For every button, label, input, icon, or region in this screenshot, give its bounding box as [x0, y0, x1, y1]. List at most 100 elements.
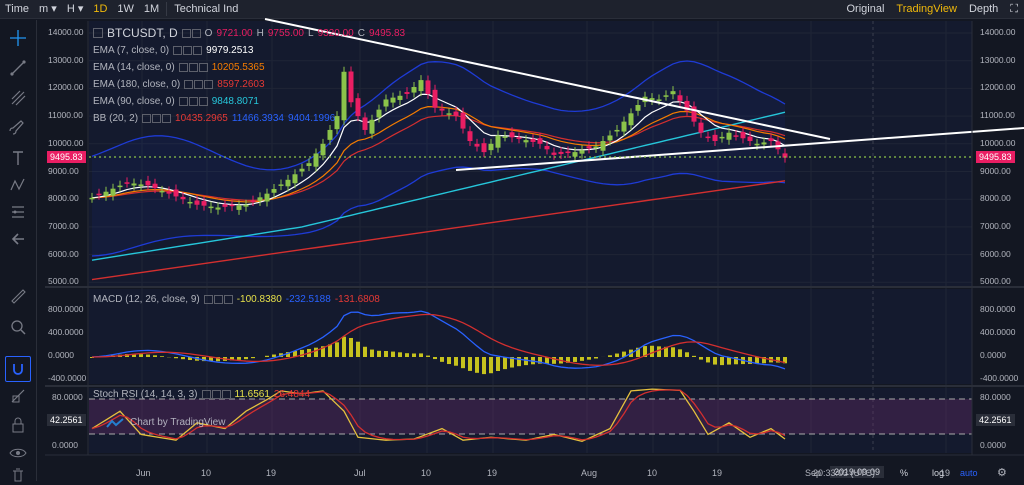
log-toggle[interactable]: log	[932, 468, 944, 478]
macd-histogram-bar	[608, 355, 612, 357]
stoch-tick-left: 80.0000	[52, 392, 83, 402]
candle-body	[482, 143, 487, 152]
candle-body	[573, 152, 578, 157]
price-tick-right: 11000.00	[980, 110, 1015, 120]
macd-histogram-bar	[496, 357, 500, 371]
close-icon[interactable]	[224, 295, 233, 304]
macd-label: MACD (12, 26, close, 9)	[93, 294, 200, 305]
macd-histogram-bar	[139, 354, 143, 357]
price-tick-right: 5000.00	[980, 276, 1011, 286]
close-icon[interactable]	[222, 390, 231, 399]
price-tick-left: 5000.00	[48, 276, 79, 286]
settings-icon[interactable]	[189, 97, 198, 106]
ema90-value: 9848.8071	[212, 96, 259, 107]
low-key: L	[308, 28, 314, 39]
macd-histogram-bar	[153, 355, 157, 357]
macd-histogram-bar	[377, 351, 381, 357]
settings-icon[interactable]	[182, 29, 191, 38]
candle-body	[118, 186, 123, 188]
close-icon[interactable]	[199, 97, 208, 106]
candle-body	[244, 205, 249, 207]
macd-hist-value: -100.8380	[237, 294, 282, 305]
candle-body	[251, 201, 256, 203]
macd-histogram-bar	[412, 353, 416, 357]
macd-histogram-bar	[237, 357, 241, 360]
symbol-name: BTCUSDT, D	[107, 26, 178, 40]
time-tick: 10	[421, 468, 431, 478]
candle-body	[258, 197, 263, 201]
close-icon[interactable]	[204, 80, 213, 89]
candle-body	[167, 192, 172, 194]
candle-body	[608, 135, 613, 140]
auto-toggle[interactable]: auto	[960, 468, 978, 478]
macd-histogram-bar	[720, 357, 724, 365]
close-icon[interactable]	[199, 63, 208, 72]
candle-body	[132, 184, 137, 186]
eye-icon[interactable]	[179, 63, 188, 72]
candle-body	[160, 191, 165, 193]
time-tick: Aug	[581, 468, 597, 478]
eye-icon[interactable]	[184, 80, 193, 89]
settings-icon[interactable]	[183, 46, 192, 55]
macd-histogram-bar	[398, 352, 402, 357]
settings-icon[interactable]	[189, 63, 198, 72]
candle-body	[538, 138, 543, 144]
candle-body	[713, 135, 718, 141]
candle-body	[237, 205, 242, 209]
candle-body	[230, 205, 235, 207]
watermark[interactable]: Chart by TradingView	[106, 417, 225, 428]
time-tick: 10	[201, 468, 211, 478]
eye-icon[interactable]	[204, 295, 213, 304]
candle-body	[391, 98, 396, 103]
settings-icon[interactable]	[194, 80, 203, 89]
macd-histogram-bar	[468, 357, 472, 371]
candle-body	[545, 146, 550, 149]
hide-icon[interactable]	[192, 29, 201, 38]
macd-line-value: -232.5188	[286, 294, 331, 305]
candle-body	[146, 181, 151, 185]
macd-tick-right: 800.0000	[980, 304, 1015, 314]
candle-body	[727, 133, 732, 140]
macd-histogram-bar	[580, 357, 584, 361]
candle-body	[510, 132, 515, 137]
settings-icon[interactable]	[152, 114, 161, 123]
settings-icon[interactable]	[214, 295, 223, 304]
eye-icon[interactable]	[142, 114, 151, 123]
ema180-label: EMA (180, close, 0)	[93, 79, 180, 90]
bb-lower-value: 9404.1996	[288, 113, 335, 124]
macd-histogram-bar	[160, 356, 164, 357]
time-tick: Jun	[136, 468, 151, 478]
candle-body	[496, 135, 501, 147]
collapse-icon[interactable]	[93, 28, 103, 38]
percent-toggle[interactable]: %	[900, 468, 908, 478]
macd-histogram-bar	[594, 357, 598, 359]
candle-body	[587, 146, 592, 148]
candle-body	[356, 98, 361, 116]
gear-icon[interactable]: ⚙	[997, 466, 1007, 479]
settings-icon[interactable]	[212, 390, 221, 399]
macd-histogram-bar	[391, 352, 395, 357]
candle-body	[447, 113, 452, 115]
candle-body	[139, 184, 144, 186]
eye-icon[interactable]	[179, 97, 188, 106]
ema14-legend[interactable]: EMA (14, close, 0)10205.5365	[93, 62, 265, 73]
close-icon[interactable]	[162, 114, 171, 123]
close-icon[interactable]	[193, 46, 202, 55]
candle-body	[440, 109, 445, 111]
high-value: 9755.00	[268, 28, 304, 39]
price-tick-right: 8000.00	[980, 193, 1011, 203]
ema90-legend[interactable]: EMA (90, close, 0)9848.8071	[93, 96, 259, 107]
macd-legend[interactable]: MACD (12, 26, close, 9) -100.8380 -232.518…	[93, 294, 380, 305]
ema7-legend[interactable]: EMA (7, close, 0)9979.2513	[93, 45, 253, 56]
candle-body	[566, 151, 571, 153]
candle-body	[153, 184, 158, 188]
candle-body	[552, 153, 557, 155]
eye-icon[interactable]	[173, 46, 182, 55]
price-tick-left: 6000.00	[48, 249, 79, 259]
macd-histogram-bar	[706, 357, 710, 362]
price-tick-right: 14000.00	[980, 27, 1015, 37]
ema180-legend[interactable]: EMA (180, close, 0)8597.2603	[93, 79, 265, 90]
eye-icon[interactable]	[202, 390, 211, 399]
